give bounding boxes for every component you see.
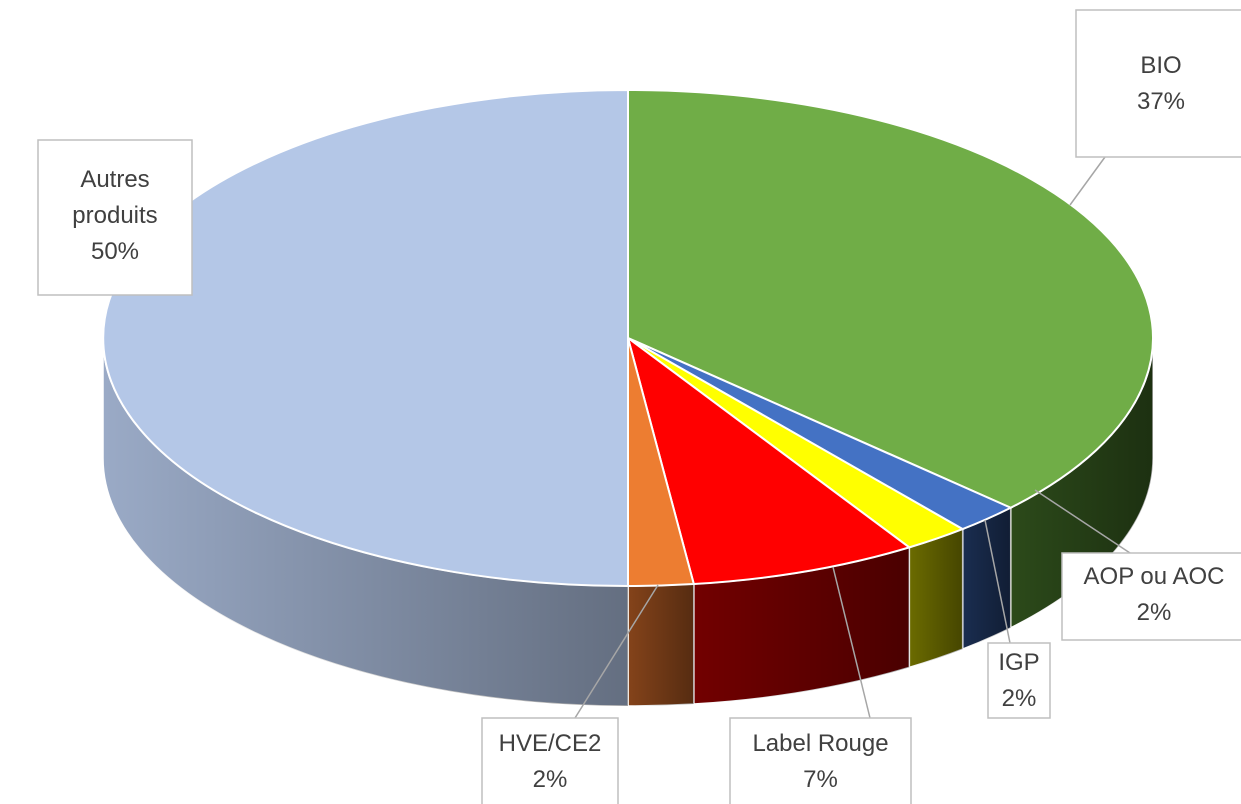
- callouts: [37, 9, 1241, 804]
- side-shade: [103, 338, 628, 706]
- label-value: 2%: [1136, 599, 1172, 626]
- callout-box: [1075, 9, 1241, 158]
- callout-box: [37, 139, 193, 296]
- label-value: 2%: [1001, 685, 1037, 712]
- data-label: BIO 37%: [1076, 48, 1241, 120]
- pie-slice: [626, 335, 912, 586]
- label-category: HVE/CE2: [498, 730, 602, 757]
- label-category: BIO: [1140, 52, 1182, 79]
- side-shade: [1010, 338, 1153, 628]
- label-value: 7%: [803, 766, 838, 793]
- label-category: Autres produits: [72, 166, 158, 229]
- data-label: Autres produits 50%: [38, 162, 192, 270]
- leader-line: [1069, 156, 1106, 206]
- data-label: AOP ou AOC 2%: [1062, 559, 1241, 631]
- pie-tops: [102, 88, 1154, 588]
- pie-slice: [627, 88, 1154, 509]
- pie-slice: [102, 88, 629, 588]
- callout-box: [1061, 552, 1241, 641]
- leader-line: [832, 566, 871, 719]
- leader-line: [574, 584, 659, 719]
- leader-line: [1034, 489, 1131, 554]
- label-category: IGP: [998, 649, 1040, 676]
- label-category: AOP ou AOC: [1083, 563, 1225, 590]
- side-shade: [909, 529, 963, 668]
- pie-sides: [102, 337, 1154, 707]
- label-value: 2%: [532, 766, 568, 793]
- callout-box: [729, 717, 912, 804]
- label-value: 50%: [90, 238, 140, 265]
- side-shade: [962, 507, 1011, 650]
- label-category: Label Rouge: [752, 730, 889, 757]
- side-shade: [628, 584, 694, 706]
- callout-box: [481, 717, 619, 804]
- data-label: IGP 2%: [988, 645, 1050, 717]
- side-shade: [693, 547, 910, 705]
- leader-line: [984, 519, 1011, 644]
- data-label: HVE/CE2 2%: [482, 726, 618, 798]
- label-value: 37%: [1136, 88, 1186, 115]
- data-label: Label Rouge 7%: [730, 726, 911, 798]
- callout-box: [987, 642, 1051, 719]
